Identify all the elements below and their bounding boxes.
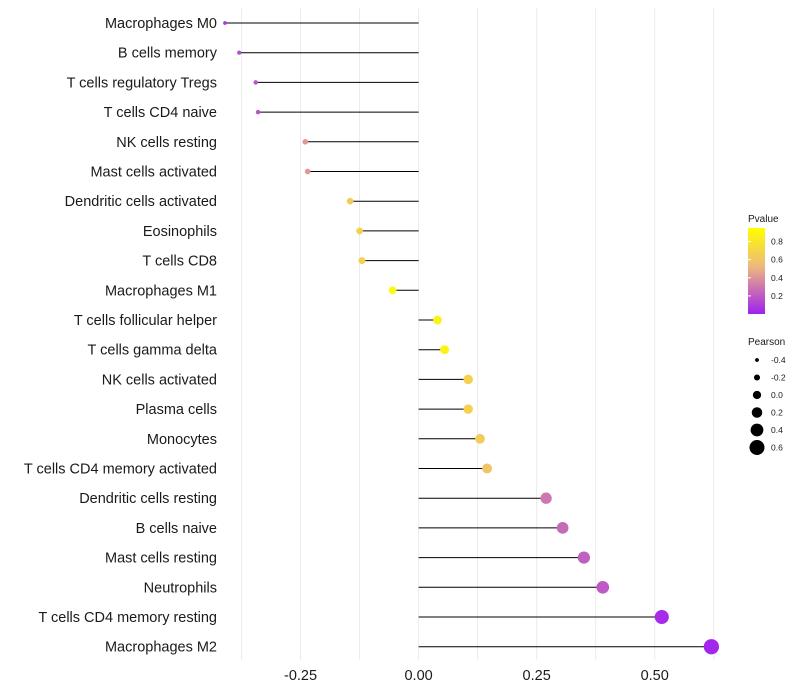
lollipop-point xyxy=(255,109,261,115)
category-labels: Macrophages M0 B cells memory T cells regu… xyxy=(24,16,218,656)
x-tick-label: 0.50 xyxy=(641,668,669,684)
category-label: B cells naive xyxy=(136,521,217,537)
pearson-legend-label: 0.6 xyxy=(771,443,783,453)
stem-layer xyxy=(225,22,712,648)
x-tick-label: -0.25 xyxy=(284,668,317,684)
pearson-legend-label: -0.2 xyxy=(771,373,786,383)
category-label: Plasma cells xyxy=(136,402,217,418)
category-label: Macrophages M2 xyxy=(105,640,217,656)
lollipop-point xyxy=(253,80,258,85)
category-label: Macrophages M1 xyxy=(105,283,217,299)
lollipop-point xyxy=(223,21,227,25)
category-label: Dendritic cells activated xyxy=(65,194,217,210)
category-label: T cells CD4 memory resting xyxy=(38,610,217,626)
category-label: Mast cells resting xyxy=(105,551,217,567)
pvalue-legend-label: 0.2 xyxy=(771,291,783,301)
category-label: Macrophages M0 xyxy=(105,16,217,32)
category-label: NK cells activated xyxy=(102,372,217,388)
pvalue-colorbar xyxy=(748,228,765,314)
lollipop-point xyxy=(356,227,364,235)
grid-layer xyxy=(241,8,715,660)
lollipop-point xyxy=(463,404,473,414)
pvalue-legend: Pvalue 0.8 0.6 0.4 0.2 xyxy=(748,214,783,314)
lollipop-point xyxy=(556,522,569,534)
lollipop-point xyxy=(433,315,442,325)
category-label: Mast cells activated xyxy=(90,165,217,181)
x-axis-ticks: -0.25 0.00 0.25 0.50 xyxy=(284,668,669,684)
lollipop-point xyxy=(654,609,669,625)
lollipop-point xyxy=(482,463,493,474)
point-layer xyxy=(223,21,720,655)
category-label: NK cells resting xyxy=(116,135,217,151)
category-label: T cells follicular helper xyxy=(74,313,217,329)
lollipop-point xyxy=(475,433,485,444)
lollipop-point xyxy=(388,286,397,295)
lollipop-point xyxy=(302,138,309,145)
pearson-legend-key xyxy=(755,358,759,362)
category-label: Eosinophils xyxy=(143,224,217,240)
x-tick-label: 0.25 xyxy=(523,668,551,684)
lollipop-point xyxy=(304,168,311,175)
pearson-legend-key xyxy=(751,407,763,418)
pvalue-legend-label: 0.8 xyxy=(771,237,783,247)
pearson-legend-label: 0.2 xyxy=(771,408,783,418)
category-label: T cells CD4 naive xyxy=(104,105,217,121)
category-label: T cells regulatory Tregs xyxy=(67,75,217,91)
x-tick-label: 0.00 xyxy=(404,668,432,684)
pearson-legend-title: Pearson xyxy=(748,337,785,348)
lollipop-point xyxy=(346,197,354,205)
category-label: Monocytes xyxy=(147,432,217,448)
pvalue-legend-title: Pvalue xyxy=(748,214,779,225)
pearson-legend-label: 0.0 xyxy=(771,390,783,400)
category-label: Neutrophils xyxy=(144,580,217,596)
lollipop-point xyxy=(596,580,610,594)
lollipop-point xyxy=(463,374,473,385)
pearson-legend-key xyxy=(749,439,765,456)
lollipop-point xyxy=(440,345,450,355)
pearson-legend-key xyxy=(752,390,762,400)
category-label: Dendritic cells resting xyxy=(79,491,217,507)
pvalue-legend-label: 0.6 xyxy=(771,255,783,265)
category-label: B cells memory xyxy=(118,46,218,62)
pearson-legend: Pearson -0.4 -0.2 0.0 0.2 0.4 0.6 xyxy=(748,337,786,456)
pearson-legend-key xyxy=(750,423,764,437)
category-label: T cells CD8 xyxy=(142,254,217,270)
category-label: T cells gamma delta xyxy=(88,343,218,359)
lollipop-point xyxy=(577,551,590,564)
lollipop-point xyxy=(540,492,552,504)
lollipop-point xyxy=(237,50,242,55)
pearson-legend-key xyxy=(753,374,761,381)
pvalue-legend-label: 0.4 xyxy=(771,273,783,283)
pearson-legend-label: 0.4 xyxy=(771,425,783,435)
lollipop-point xyxy=(358,257,366,265)
pearson-legend-label: -0.4 xyxy=(771,355,786,365)
category-label: T cells CD4 memory activated xyxy=(24,462,217,478)
lollipop-point xyxy=(703,639,720,655)
